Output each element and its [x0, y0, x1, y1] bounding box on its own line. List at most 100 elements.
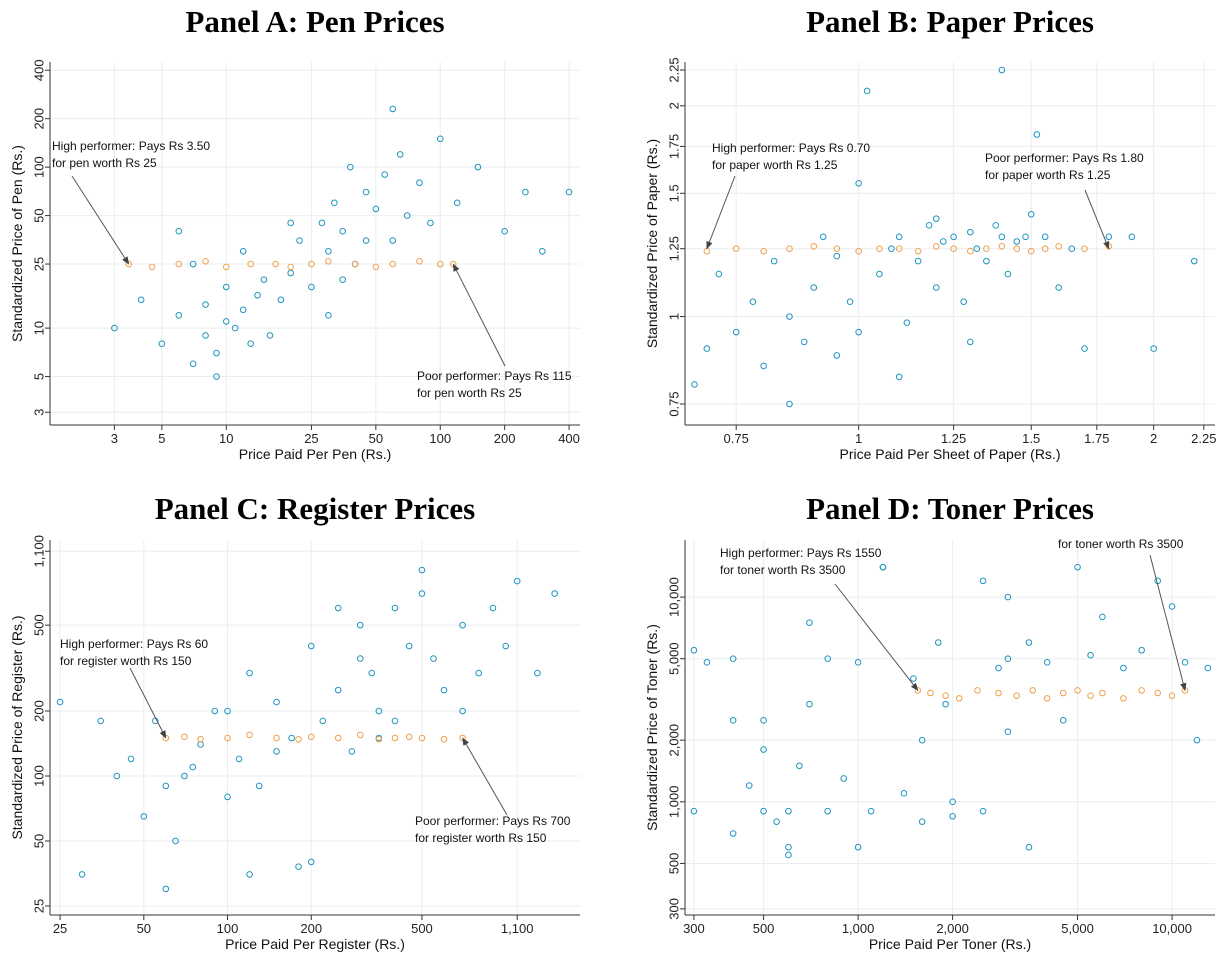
point [1013, 238, 1021, 245]
annotation-text: for register worth Rs 150 [60, 654, 192, 668]
point [356, 655, 364, 662]
x-tick-label: 1.25 [941, 431, 966, 446]
point [1150, 345, 1157, 352]
y-axis-label: Standardized Price of Paper (Rs.) [644, 139, 660, 348]
point [819, 233, 827, 241]
point [863, 87, 871, 95]
point [846, 298, 854, 306]
point [879, 563, 887, 571]
point [416, 179, 423, 187]
point [222, 283, 230, 291]
point [1013, 692, 1021, 699]
point [78, 871, 86, 878]
point [551, 590, 558, 597]
point [334, 734, 342, 742]
point [927, 689, 934, 697]
point [1074, 563, 1081, 571]
point [995, 689, 1002, 697]
point [474, 163, 482, 171]
y-axis-label: Standardized Price of Register (Rs.) [9, 615, 25, 839]
point [1190, 257, 1198, 265]
point [773, 818, 780, 825]
point [239, 306, 247, 314]
x-tick-label: 200 [300, 921, 322, 936]
panel-title: Panel B: Paper Prices [806, 4, 1094, 39]
point [427, 219, 434, 227]
point [272, 260, 279, 268]
point [1087, 651, 1094, 659]
point [347, 163, 354, 171]
point [175, 260, 183, 268]
point [1120, 695, 1127, 702]
x-axis-label: Price Paid Per Sheet of Paper (Rs.) [840, 446, 1061, 462]
annotation-arrow [129, 667, 167, 739]
y-tick-label: 50 [31, 208, 46, 222]
point [1168, 692, 1176, 699]
point [785, 843, 792, 851]
annotation-text: for paper worth Rs 1.25 [712, 158, 838, 172]
y-tick-label: 200 [31, 700, 46, 722]
annotation-text: High performer: Pays Rs 3.50 [52, 139, 210, 153]
point [381, 171, 388, 178]
point [903, 319, 911, 326]
y-tick-label: 1.25 [666, 236, 681, 261]
point [211, 707, 219, 715]
point [235, 755, 243, 763]
y-tick-label: 200 [31, 108, 46, 130]
x-tick-label: 5,000 [1061, 921, 1094, 936]
x-tick-label: 2 [1150, 431, 1157, 446]
point [489, 604, 497, 612]
point [418, 590, 426, 597]
point [973, 245, 981, 253]
point [786, 313, 793, 320]
x-tick-label: 25 [304, 431, 318, 446]
point [1013, 245, 1021, 253]
point [247, 260, 254, 268]
point [749, 298, 757, 306]
point [729, 655, 737, 663]
x-tick-label: 3 [111, 431, 118, 446]
x-tick-label: 1.75 [1084, 431, 1109, 446]
point [430, 655, 437, 662]
annotation-arrow [462, 737, 508, 816]
point [760, 362, 767, 370]
point [189, 763, 197, 771]
point [318, 219, 326, 227]
panel: Panel D: Toner Prices 300 500 1,000 2,000 5,0… [644, 491, 1215, 952]
point [760, 247, 767, 255]
x-tick-label: 10,000 [1152, 921, 1192, 936]
point [246, 871, 253, 878]
point [983, 257, 990, 265]
x-tick-label: 1 [855, 431, 862, 446]
annotation-text: High performer: Pays Rs 60 [60, 637, 208, 651]
point [745, 782, 753, 789]
point [760, 746, 767, 753]
point [224, 707, 231, 715]
y-tick-label: 100 [31, 765, 46, 787]
point [172, 837, 179, 845]
annotation-text: Poor performer: Pays Rs 115 [417, 369, 572, 383]
point [1181, 659, 1189, 666]
point [391, 604, 399, 612]
point [175, 227, 183, 235]
point [770, 257, 778, 265]
annotation-arrow [706, 175, 736, 250]
annotation-text: for toner worth Rs 3500 [1058, 537, 1184, 551]
y-tick-label: 400 [31, 59, 46, 81]
x-tick-label: 1,000 [842, 921, 875, 936]
point [1004, 593, 1012, 601]
point [949, 798, 956, 806]
point [254, 291, 261, 299]
point [277, 296, 285, 304]
point [932, 215, 940, 222]
point [162, 885, 170, 893]
point [895, 233, 903, 241]
point [1059, 717, 1067, 724]
point [162, 782, 170, 790]
annotation-arrow [834, 583, 919, 692]
panel: Panel C: Register Prices 25 50 100 200 500 1,1… [9, 491, 580, 952]
point [197, 735, 204, 743]
y-tick-label: 500 [666, 853, 681, 875]
point [368, 669, 376, 677]
point [356, 621, 364, 629]
